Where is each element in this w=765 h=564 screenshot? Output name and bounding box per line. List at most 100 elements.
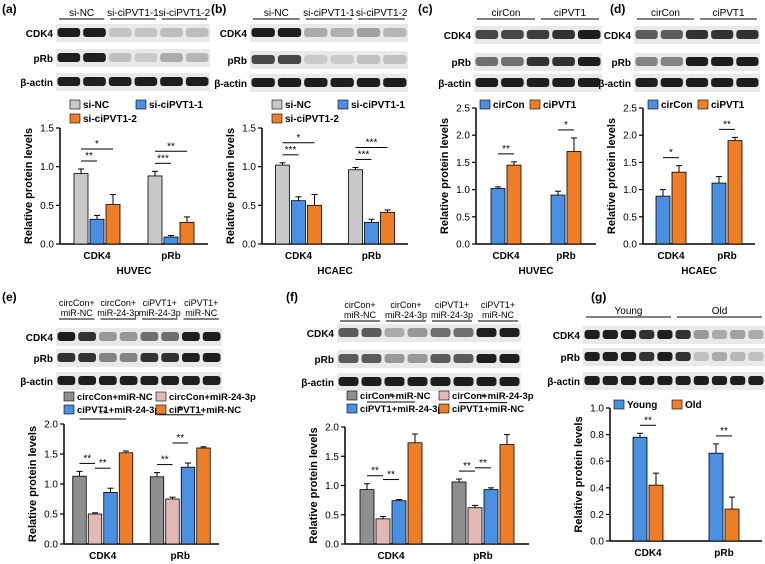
blot-band: [577, 30, 601, 39]
x-tick-label: CDK4: [634, 548, 662, 559]
blot-band: [161, 332, 179, 341]
blot-band: [384, 377, 405, 386]
y-tick-label: 2.0: [325, 423, 339, 434]
blot-band: [736, 30, 759, 39]
blot-group-label: cirCon: [651, 8, 680, 19]
blot-band: [675, 352, 691, 361]
blot-strip: [337, 373, 521, 391]
blot-group-label: ciPVT1+ miR-24-3p: [139, 298, 181, 318]
bar: [291, 200, 306, 245]
chart-b: 0.0 0.5 1.0 1.5 Relative protein levels HCAEC…: [225, 124, 408, 277]
blot-band: [660, 57, 683, 66]
significance-label: **: [161, 455, 169, 466]
x-axis-title: HUVEC: [116, 266, 151, 277]
legend-a: si-NC si-ciPVT1-1 si-ciPVT1-2: [69, 99, 203, 125]
bar: [307, 204, 322, 245]
blot-group-label: cirCon: [492, 8, 521, 19]
blot-band: [140, 376, 159, 385]
blot-band: [338, 354, 359, 363]
blot-band: [620, 376, 637, 385]
y-tick-label: 1.0: [242, 162, 256, 173]
significance-label: **: [502, 144, 510, 155]
blot-band: [356, 55, 381, 64]
blot-band: [108, 77, 132, 86]
blot-row-label: CDK4: [26, 333, 54, 344]
blot-band: [407, 377, 428, 386]
significance-label: **: [99, 458, 107, 469]
blot-band: [711, 330, 728, 339]
blot-row-label: β-actin: [20, 377, 53, 388]
blot-band: [584, 330, 600, 339]
blot-row-label: CDK4: [553, 331, 581, 342]
blot-group-label: circCon+ miR-NC: [59, 298, 95, 318]
panel-c: (c) cirCon ciPVT1 CDK4 pRb β-actin 0.0 0.5 1.0 1.…: [418, 2, 602, 277]
bar: [506, 164, 522, 245]
blot-group-label: si-ciPVT1-1: [107, 8, 159, 19]
blot-group-label: Old: [712, 306, 728, 317]
bar: [105, 204, 121, 245]
blot-band: [182, 353, 200, 362]
blot-band: [635, 30, 658, 39]
legend-label: ciPVT1: [543, 100, 577, 111]
y-tick-label: 0.5: [325, 510, 339, 521]
bar: [375, 518, 391, 545]
blot-band: [711, 57, 734, 66]
significance-label: **: [176, 433, 184, 444]
bar: [451, 481, 467, 545]
blot-row-label: β-actin: [301, 378, 334, 389]
blot-band: [602, 376, 618, 385]
blot-row-label: β-actin: [598, 79, 631, 90]
blot-band: [602, 352, 618, 361]
blot-band: [711, 376, 728, 385]
y-axis-title: Relative protein levels: [225, 128, 237, 244]
legend-label: cirCon+miR-24-3p: [452, 391, 534, 402]
bar: [490, 188, 506, 245]
legend-swatch: [155, 404, 167, 415]
blot-band: [361, 354, 382, 363]
blot-band: [453, 377, 474, 386]
legend-swatch: [69, 113, 81, 124]
blot-row-label: CDK4: [444, 31, 472, 42]
panel-label-c: (c): [418, 2, 433, 16]
bar: [632, 436, 648, 542]
blot-band: [57, 53, 81, 62]
significance-label: ***: [366, 137, 378, 148]
significance-label: **: [83, 453, 91, 464]
bar: [275, 164, 290, 245]
blot-band: [251, 55, 275, 64]
legend-swatch: [647, 99, 659, 110]
blot-band: [657, 352, 673, 361]
blot-group-line: miR-24-3p: [139, 308, 181, 318]
y-tick-label: 0.6: [590, 457, 604, 468]
blot-band: [660, 78, 683, 87]
blot-band: [383, 28, 407, 37]
blot-band: [108, 53, 132, 62]
bar: [380, 211, 395, 245]
legend-swatch: [346, 390, 358, 401]
bar: [648, 484, 664, 542]
y-tick-label: 1.0: [590, 404, 604, 415]
x-tick-label: CDK4: [285, 251, 313, 262]
chart-g: 0.0 0.2 0.4 0.6 0.8 1.0 Relative protein level…: [573, 404, 762, 559]
legend-label: si-ciPVT1-1: [149, 100, 203, 111]
blot-band: [140, 332, 159, 341]
blot-row-label: β-actin: [438, 79, 471, 90]
legend-label: circCon+miR-24-3p: [169, 392, 256, 403]
y-tick-label: 0.2: [590, 510, 604, 521]
blot-band: [57, 28, 81, 37]
blot-band: [383, 78, 407, 87]
blot-group-line: miR-NC: [482, 310, 514, 320]
legend-swatch: [438, 390, 450, 401]
significance-label: ***: [157, 153, 169, 164]
significance-label: **: [85, 151, 93, 162]
bar: [118, 452, 134, 545]
y-tick-label: 0.8: [590, 430, 604, 441]
bar: [149, 476, 165, 545]
x-tick-label: CDK4: [492, 251, 520, 262]
bar: [72, 475, 87, 545]
blot-row-label: pRb: [315, 355, 334, 366]
legend-swatch: [69, 99, 81, 110]
y-axis-title: Relative protein levels: [606, 118, 618, 234]
blot-band: [99, 376, 117, 385]
